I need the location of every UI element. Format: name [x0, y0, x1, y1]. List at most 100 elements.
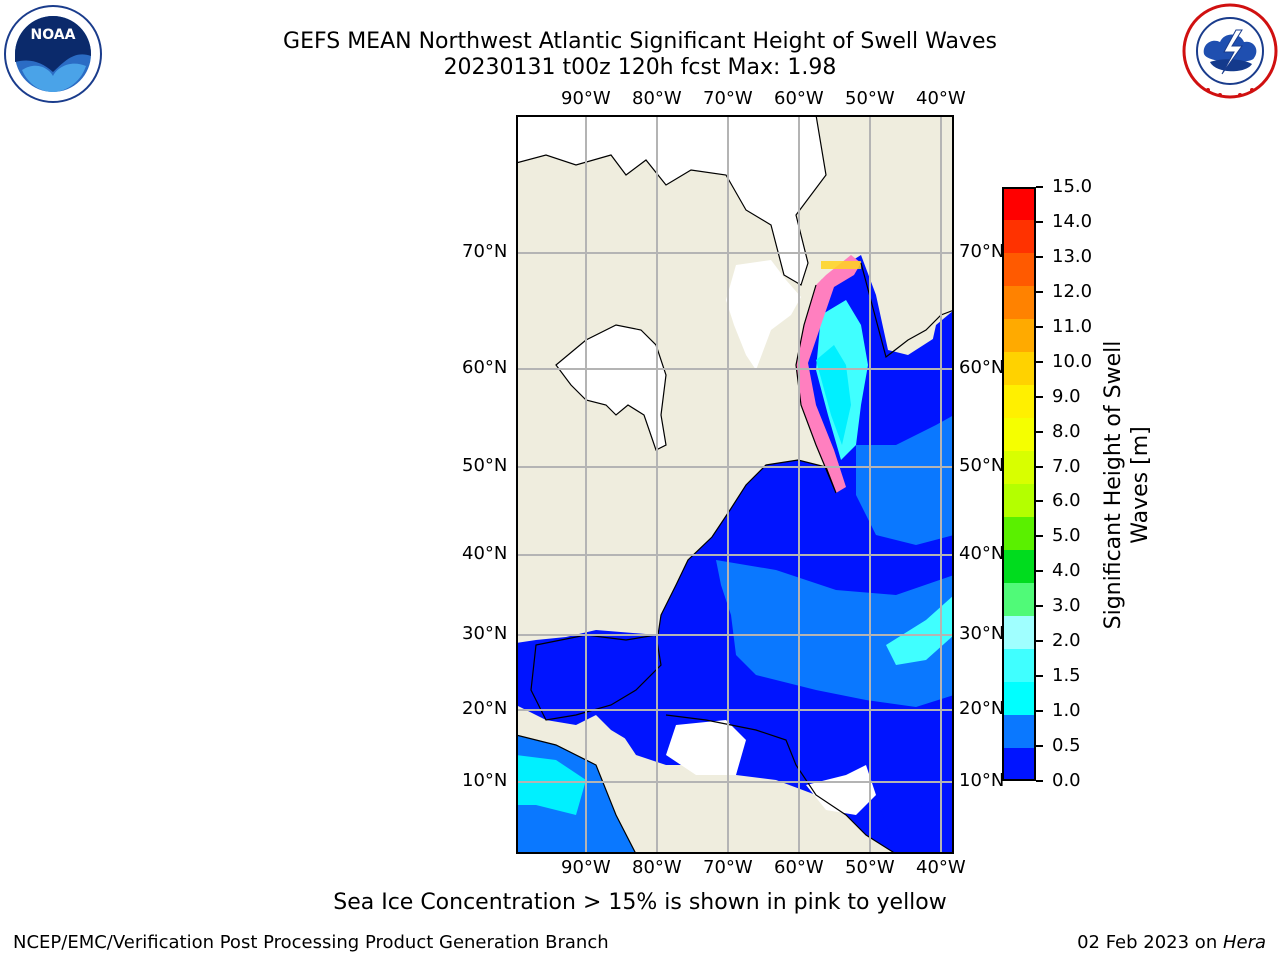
lon-label-bottom-50w: 50°W	[845, 857, 895, 878]
lon-label-bottom-90w: 90°W	[561, 857, 611, 878]
colorbar-tick-mark	[1036, 710, 1043, 713]
colorbar-tick-label: 10.0	[1052, 350, 1093, 372]
colorbar-tick-label: 15.0	[1052, 176, 1093, 197]
colorbar-tick-label: 1.5	[1052, 665, 1081, 687]
footer-right: 02 Feb 2023 on Hera	[1077, 932, 1266, 953]
lon-label-top-90w: 90°W	[561, 88, 611, 109]
colorbar-tick-mark	[1036, 290, 1043, 293]
colorbar-segment	[1002, 616, 1036, 650]
lat-label-right-40n: 40°N	[959, 543, 1005, 564]
colorbar-tick-mark	[1036, 535, 1043, 538]
guiana-white	[806, 765, 876, 815]
colorbar-segment	[1002, 748, 1036, 781]
colorbar-tick-label: 14.0	[1052, 210, 1093, 232]
lon-label-bottom-40w: 40°W	[916, 857, 966, 878]
colorbar-tick-label: 5.0	[1052, 525, 1081, 547]
colorbar-segment	[1002, 715, 1036, 749]
colorbar-segment	[1002, 286, 1036, 320]
lon-label-bottom-60w: 60°W	[774, 857, 824, 878]
colorbar-segment	[1002, 253, 1036, 287]
colorbar-tick-label: 6.0	[1052, 490, 1081, 512]
lat-label-right-60n: 60°N	[959, 357, 1005, 378]
colorbar-segment	[1002, 220, 1036, 254]
colorbar-tick-label: 8.0	[1052, 420, 1081, 442]
colorbar-segment	[1002, 352, 1036, 386]
colorbar-tick-mark	[1036, 360, 1043, 363]
lon-label-top-70w: 70°W	[703, 88, 753, 109]
colorbar-tick-label: 0.0	[1052, 770, 1081, 791]
colorbar-tick-label: 3.0	[1052, 595, 1081, 617]
colorbar-tick-mark	[1036, 570, 1043, 573]
colorbar-segment	[1002, 682, 1036, 716]
lat-label-right-70n: 70°N	[959, 241, 1005, 262]
lon-label-top-80w: 80°W	[632, 88, 682, 109]
lat-label-left-30n: 30°N	[462, 623, 508, 644]
colorbar-tick-label: 11.0	[1052, 315, 1093, 337]
colorbar-tick-mark	[1036, 430, 1043, 433]
colorbar-segment	[1002, 319, 1036, 353]
footer-date: 02 Feb 2023 on	[1077, 932, 1223, 953]
colorbar-segment	[1002, 187, 1036, 221]
colorbar-tick-mark	[1036, 780, 1043, 782]
map-subtitle: 20230131 t00z 120h fcst Max: 1.98	[443, 55, 837, 80]
arctic-ice-white	[516, 115, 826, 285]
footer-host: Hera	[1222, 932, 1266, 953]
lon-label-top-60w: 60°W	[774, 88, 824, 109]
lon-label-top-50w: 50°W	[845, 88, 895, 109]
map-frame	[516, 115, 954, 854]
lat-label-left-60n: 60°N	[462, 357, 508, 378]
colorbar-tick-label: 1.0	[1052, 700, 1081, 722]
map-title: GEFS MEAN Northwest Atlantic Significant…	[283, 29, 997, 54]
caribbean-white	[666, 720, 746, 775]
colorbar-tick-label: 12.0	[1052, 280, 1093, 302]
lon-label-bottom-70w: 70°W	[703, 857, 753, 878]
colorbar-tick-mark	[1036, 640, 1043, 643]
colorbar-tick-mark	[1036, 220, 1043, 223]
swell-pacific-high	[516, 755, 586, 815]
lat-label-right-20n: 20°N	[959, 698, 1005, 719]
colorbar-segment	[1002, 418, 1036, 452]
colorbar-tick-label: 7.0	[1052, 455, 1081, 477]
colorbar-label-line1: Significant Height of Swell	[1101, 340, 1126, 630]
colorbar-segment	[1002, 385, 1036, 419]
colorbar-tick-mark	[1036, 675, 1043, 678]
colorbar-tick-mark	[1036, 395, 1043, 398]
colorbar-segment	[1002, 550, 1036, 584]
swell-atlantic-high	[886, 595, 954, 665]
lat-label-right-50n: 50°N	[959, 455, 1005, 476]
colorbar-tick-mark	[1036, 465, 1043, 468]
noaa-logo-text: NOAA	[31, 27, 76, 43]
colorbar-segment	[1002, 583, 1036, 617]
colorbar-segment	[1002, 484, 1036, 518]
colorbar-tick-mark	[1036, 745, 1043, 748]
colorbar-tick-label: 0.5	[1052, 735, 1081, 757]
colorbar-tick-label: 4.0	[1052, 560, 1081, 582]
north-america-land	[516, 115, 954, 643]
colorbar-tick-label: 13.0	[1052, 245, 1093, 267]
lat-label-right-30n: 30°N	[959, 623, 1005, 644]
lat-label-right-10n: 10°N	[959, 770, 1005, 791]
lat-label-left-50n: 50°N	[462, 455, 508, 476]
baffin-ice	[726, 260, 801, 370]
swell-northeast-band	[856, 415, 954, 545]
colorbar-tick-label: 2.0	[1052, 630, 1081, 652]
footer-left: NCEP/EMC/Verification Post Processing Pr…	[13, 932, 609, 953]
colorbar-segment	[1002, 649, 1036, 683]
colorbar-tick-mark	[1036, 500, 1043, 503]
colorbar-tick-label: 9.0	[1052, 385, 1081, 407]
map-panel	[516, 115, 954, 854]
colorbar-tick-mark	[1036, 186, 1043, 188]
hudson-bay-ice	[556, 325, 666, 450]
lat-label-left-40n: 40°N	[462, 543, 508, 564]
swell-band-atlantic-south	[731, 605, 954, 707]
lat-label-left-10n: 10°N	[462, 770, 508, 791]
colorbar-segment	[1002, 517, 1036, 551]
colorbar	[1002, 187, 1036, 781]
lon-label-bottom-80w: 80°W	[632, 857, 682, 878]
colorbar-tick-mark	[1036, 255, 1043, 258]
colorbar-label-line2: Waves [m]	[1128, 426, 1153, 544]
sea-ice-note: Sea Ice Concentration > 15% is shown in …	[333, 890, 947, 915]
noaa-logo: NOAA	[4, 5, 102, 103]
gridlines	[516, 115, 954, 854]
sea-ice-yellow-edge	[821, 261, 861, 269]
